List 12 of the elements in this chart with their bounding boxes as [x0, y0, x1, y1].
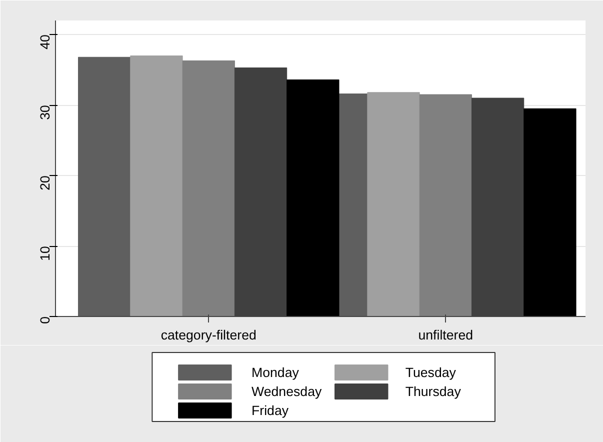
legend-label: Friday	[252, 403, 289, 418]
legend-label: Wednesday	[252, 384, 322, 399]
y-tick-label: 30	[38, 105, 52, 120]
legend-label: Thursday	[405, 384, 462, 399]
y-tick-label: 20	[38, 176, 52, 190]
x-tick-label: category-filtered	[160, 328, 256, 342]
legend-label: Monday	[252, 365, 300, 380]
y-tick-label: 10	[38, 246, 52, 261]
x-tick-label: unfiltered	[418, 328, 474, 342]
y-tick-label: 0	[38, 316, 52, 324]
y-tick-label: 40	[38, 34, 52, 50]
legend-label: Tuesday	[405, 365, 456, 380]
